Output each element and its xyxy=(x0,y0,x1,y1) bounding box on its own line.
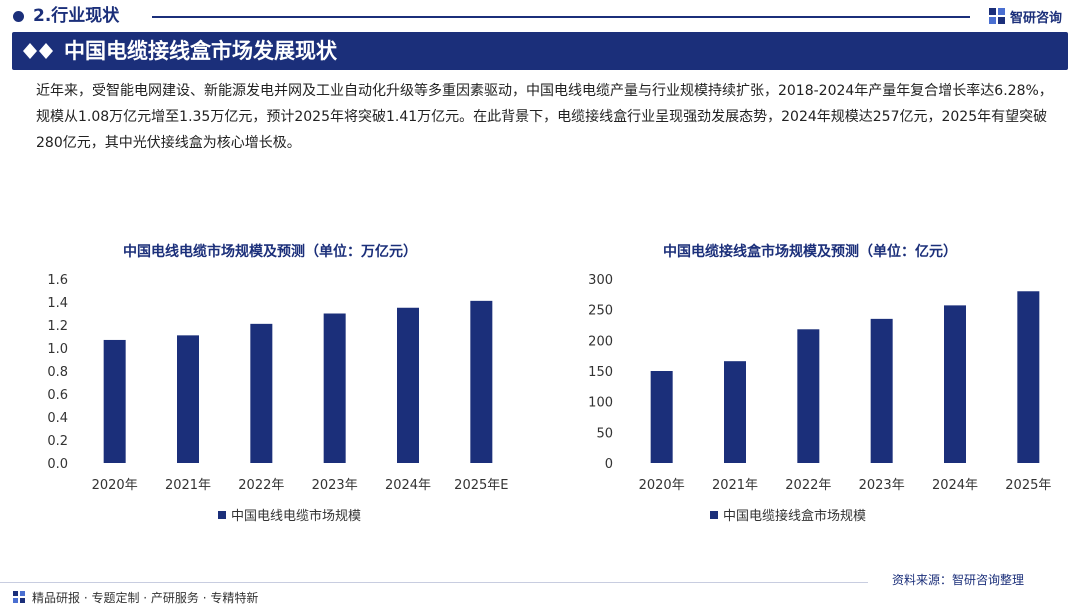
footer: 精品研报 · 专题定制 · 产研服务 · 专精特新 xyxy=(12,588,258,606)
header-divider xyxy=(152,16,970,18)
bar xyxy=(397,307,419,463)
bar xyxy=(177,335,199,463)
y-tick-label: 1.2 xyxy=(47,319,68,334)
section-label: 2.行业现状 xyxy=(33,6,120,26)
bar xyxy=(650,371,673,463)
y-tick-label: 1.6 xyxy=(47,273,68,288)
x-tick-label: 2024年 xyxy=(932,478,978,493)
page-title: 中国电缆接线盒市场发展现状 xyxy=(64,39,337,63)
bar xyxy=(250,323,273,463)
brand-logo-icon xyxy=(989,8,1005,24)
y-tick-label: 100 xyxy=(588,396,613,411)
bar xyxy=(870,318,893,463)
diamond-icon xyxy=(23,43,53,59)
cable-market-chart: 中国电线电缆市场规模及预测（单位：万亿元） 0.0 0.2 0.4 0.6 0.8 1.0 1… xyxy=(0,232,540,532)
y-tick-label: 0.0 xyxy=(47,457,68,472)
x-tick-label: 2022年 xyxy=(785,478,831,493)
y-tick-label: 250 xyxy=(588,304,613,319)
bar xyxy=(1017,291,1040,463)
y-tick-label: 200 xyxy=(588,334,613,349)
source-note: 资料来源：智研咨询整理 xyxy=(892,573,1025,587)
legend-label: 中国电线电缆市场规模 xyxy=(231,508,361,524)
legend-label: 中国电缆接线盒市场规模 xyxy=(723,508,866,524)
x-tick-label: 2025年E xyxy=(454,478,508,493)
x-tick-label: 2025年 xyxy=(1005,478,1051,493)
x-tick-label: 2020年 xyxy=(639,478,685,493)
y-tick-label: 0.6 xyxy=(47,388,68,403)
legend-swatch xyxy=(710,511,718,519)
y-tick-label: 0.4 xyxy=(47,411,68,426)
bar xyxy=(724,361,746,463)
bar xyxy=(797,329,820,463)
bar xyxy=(470,300,493,463)
bar xyxy=(944,305,966,463)
y-tick-label: 0.8 xyxy=(47,365,68,380)
cable-market-chart-svg: 中国电线电缆市场规模及预测（单位：万亿元） 0.0 0.2 0.4 0.6 0.8 1.0 1… xyxy=(47,243,508,524)
y-tick-label: 150 xyxy=(588,365,613,380)
y-tick-label: 1.0 xyxy=(47,342,68,357)
y-tick-label: 0.2 xyxy=(47,434,68,449)
x-tick-label: 2021年 xyxy=(165,478,211,493)
legend-swatch xyxy=(218,511,226,519)
section-bullet-icon xyxy=(13,11,24,22)
y-tick-label: 1.4 xyxy=(47,296,68,311)
x-tick-label: 2024年 xyxy=(385,478,431,493)
x-tick-label: 2023年 xyxy=(859,478,905,493)
brand-logo-text: 智研咨询 xyxy=(1010,10,1063,26)
chart-title: 中国电线电缆市场规模及预测（单位：万亿元） xyxy=(123,243,417,260)
y-tick-label: 300 xyxy=(588,273,613,288)
y-tick-label: 0 xyxy=(605,457,613,472)
y-tick-label: 50 xyxy=(596,426,613,441)
top-header: 2.行业现状 智研咨询 xyxy=(0,0,1080,34)
chart-title: 中国电缆接线盒市场规模及预测（单位：亿元） xyxy=(663,243,957,260)
footer-logo-icon xyxy=(13,591,25,603)
footer-divider xyxy=(0,582,868,583)
x-tick-label: 2023年 xyxy=(312,478,358,493)
x-tick-label: 2021年 xyxy=(712,478,758,493)
intro-paragraph: 近年来，受智能电网建设、新能源发电并网及工业自动化升级等多重因素驱动，中国电线电… xyxy=(36,83,1053,151)
junction-box-market-chart-svg: 中国电缆接线盒市场规模及预测（单位：亿元） 0 50 100 150 200 250 300 2… xyxy=(588,243,1051,524)
x-tick-label: 2022年 xyxy=(238,478,284,493)
footer-tagline: 精品研报 · 专题定制 · 产研服务 · 专精特新 xyxy=(32,590,259,605)
brand-logo: 智研咨询 xyxy=(988,6,1062,26)
bar xyxy=(323,313,346,463)
title-banner: 中国电缆接线盒市场发展现状 xyxy=(12,32,1068,70)
bar xyxy=(103,339,126,463)
x-tick-label: 2020年 xyxy=(92,478,138,493)
junction-box-market-chart: 中国电缆接线盒市场规模及预测（单位：亿元） 0 50 100 150 200 250 300 2… xyxy=(540,232,1080,532)
